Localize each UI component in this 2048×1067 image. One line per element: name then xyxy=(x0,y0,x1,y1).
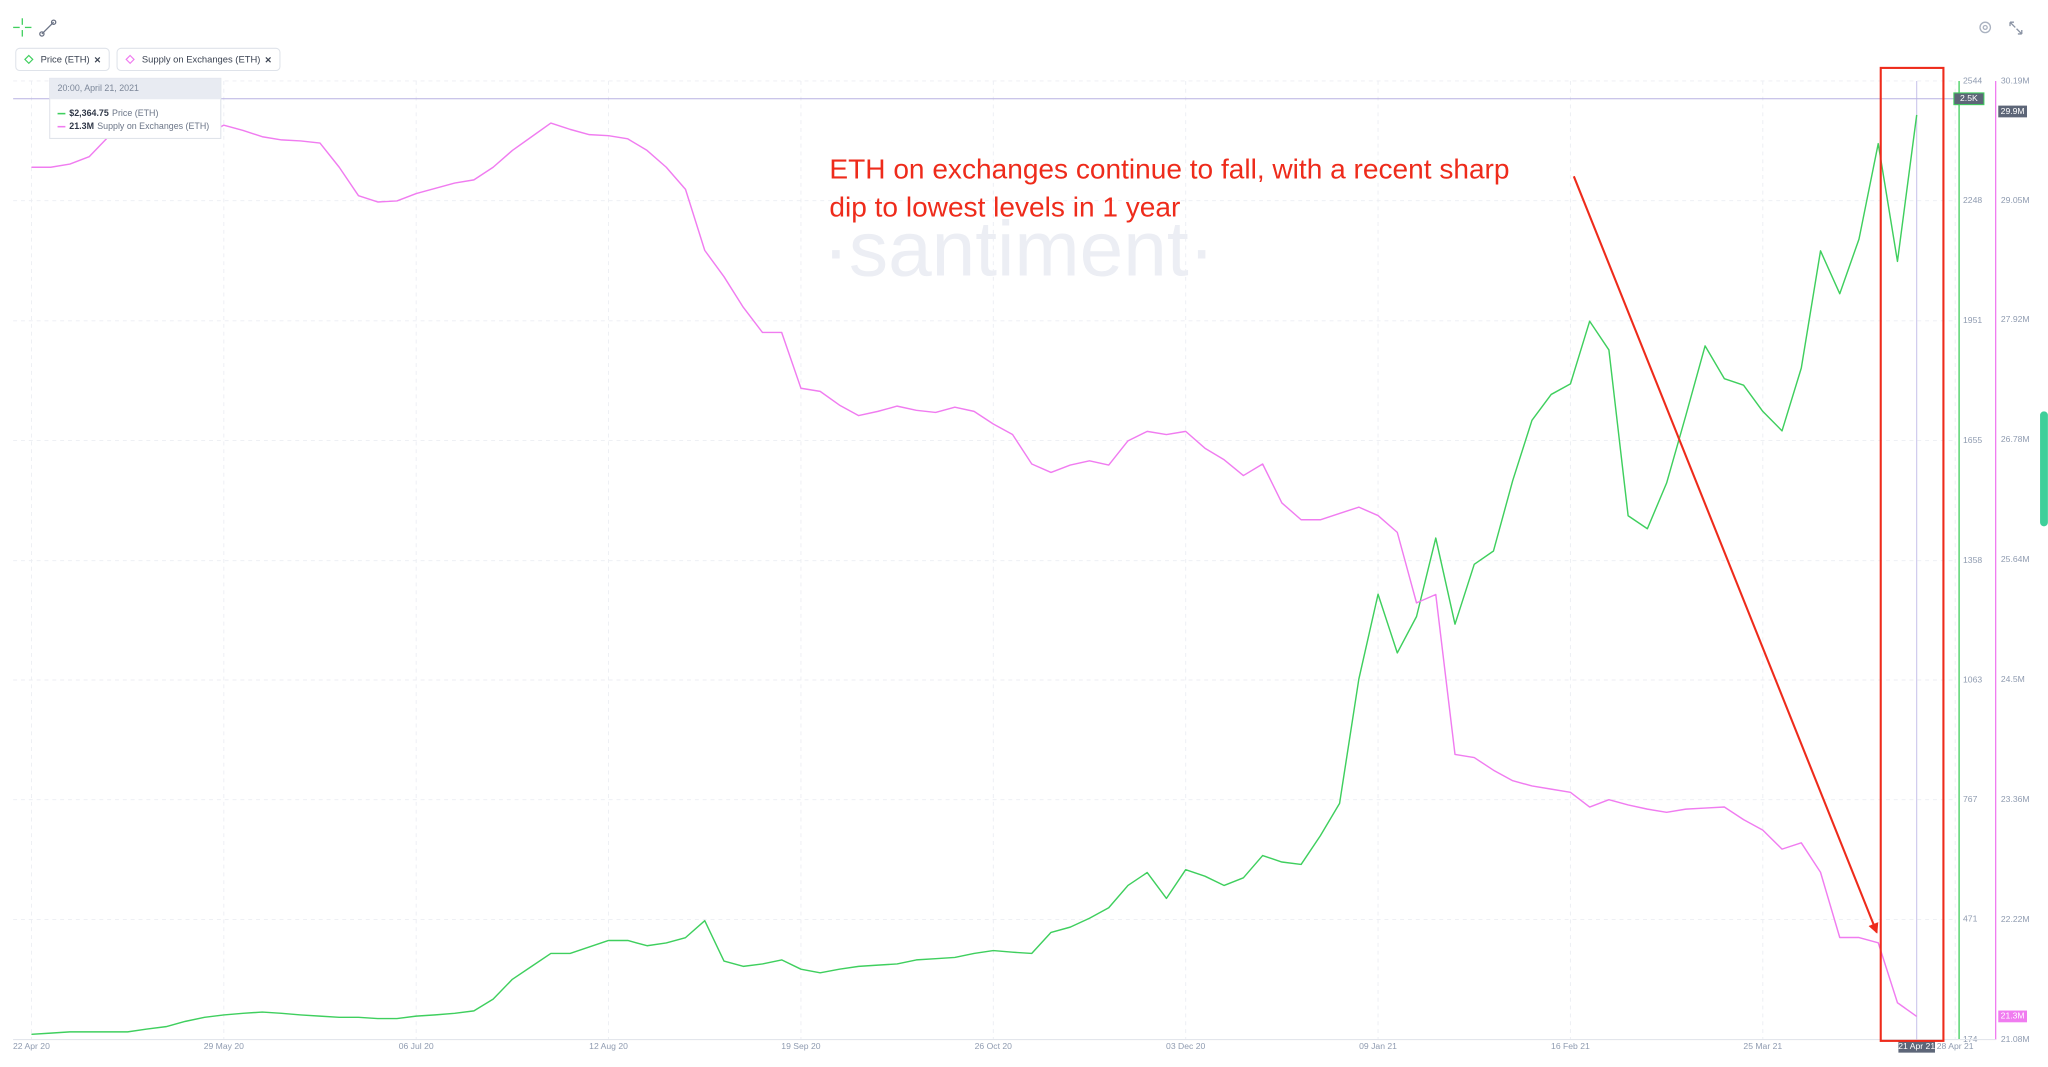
legend-label: Price (ETH) xyxy=(41,53,90,64)
legend-remove[interactable] xyxy=(94,57,101,63)
crosshair-tag-label: 29.9M xyxy=(2001,106,2025,116)
y-tick-label: 2248 xyxy=(1963,195,1982,205)
x-tick-label: 09 Jan 21 xyxy=(1359,1041,1397,1051)
series-line xyxy=(31,114,1918,1036)
annotation: ETH on exchanges continue to fall, with … xyxy=(829,154,1509,185)
y2-tick-label: 22.22M xyxy=(2001,914,2030,924)
crosshair-tool[interactable] xyxy=(13,18,32,37)
x-tick-label: 22 Apr 20 xyxy=(13,1041,50,1051)
y2-tick-label: 29.05M xyxy=(2001,195,2030,205)
y2-tick-label: 21.08M xyxy=(2001,1034,2030,1044)
plot-area: 2544 2248 1951 1655 1358 1063 767 471 174 30.19M 2… xyxy=(13,75,2030,1053)
crosshair-tag xyxy=(1998,105,2028,118)
x-tick-label: 29 May 20 xyxy=(204,1041,244,1051)
y2-tick-label: 25.64M xyxy=(2001,554,2030,564)
settings-button[interactable] xyxy=(1979,21,1992,34)
y2-tick-label: 26.78M xyxy=(2001,434,2030,444)
last-value-tag-label: 21.3M xyxy=(2001,1011,2025,1021)
annotation-arrow xyxy=(1572,175,1879,934)
crosshair-tag xyxy=(1953,92,1985,106)
legend-item[interactable]: Supply on Exchanges (ETH) xyxy=(116,47,281,72)
x-tick-label: 28 Apr 21 xyxy=(1937,1041,1974,1051)
legend-chip xyxy=(116,47,281,72)
series-line xyxy=(31,122,1918,1018)
x-tick-label: 16 Feb 21 xyxy=(1551,1041,1590,1051)
line-tool[interactable] xyxy=(39,19,57,37)
tooltip: 20:00, April 21, 2021 $2,364.75 Price (E… xyxy=(49,77,222,139)
tooltip-value: $2,364.75 xyxy=(69,108,109,118)
legend: Price (ETH) Supply on Exchanges (ETH) xyxy=(15,47,281,72)
highlight-box xyxy=(1879,66,1945,1042)
y-tick-label: 767 xyxy=(1963,794,1978,804)
y-tick-label: 471 xyxy=(1963,914,1978,924)
tooltip-time: 20:00, April 21, 2021 xyxy=(58,83,139,93)
x-crosshair-tag xyxy=(1898,1040,1935,1053)
x-tick-label: 03 Dec 20 xyxy=(1166,1041,1205,1051)
crosshair-tag-label: 2.5K xyxy=(1960,93,1978,103)
legend-chip xyxy=(15,47,110,72)
scrollbar[interactable] xyxy=(2040,411,2048,527)
tooltip-header xyxy=(49,78,221,100)
x-tick-label: 21 Apr 21 xyxy=(1898,1041,1935,1051)
y-tick-label: 2544 xyxy=(1963,75,1982,85)
annotation: dip to lowest levels in 1 year xyxy=(829,191,1180,222)
tooltip-series-name: Price (ETH) xyxy=(112,108,158,118)
y-tick-label: 1655 xyxy=(1963,435,1982,445)
y2-tick-label: 27.92M xyxy=(2001,314,2030,324)
y-tick-label: 1951 xyxy=(1963,315,1982,325)
x-tick-label: 12 Aug 20 xyxy=(589,1041,628,1051)
y-tick-label: 1063 xyxy=(1963,674,1982,684)
y-tick-label: 174 xyxy=(1963,1034,1978,1044)
y2-tick-label: 23.36M xyxy=(2001,794,2030,804)
x-tick-label: 19 Sep 20 xyxy=(781,1041,820,1051)
legend-icon xyxy=(125,54,135,65)
x-tick-label: 26 Oct 20 xyxy=(975,1041,1013,1051)
legend-label: Supply on Exchanges (ETH) xyxy=(142,53,260,64)
fullscreen-button[interactable] xyxy=(2009,21,2023,35)
y-tick-label: 1358 xyxy=(1963,555,1982,565)
tooltip-series-name: Supply on Exchanges (ETH) xyxy=(97,121,209,131)
y2-tick-label: 30.19M xyxy=(2001,75,2030,85)
x-tick-label: 06 Jul 20 xyxy=(399,1041,434,1051)
last-value-tag xyxy=(1998,1010,2028,1023)
x-tick-label: 25 Mar 21 xyxy=(1743,1041,1782,1051)
legend-item[interactable]: Price (ETH) xyxy=(15,47,110,72)
legend-icon xyxy=(24,54,34,65)
tooltip-value: 21.3M xyxy=(69,121,94,131)
y2-tick-label: 24.5M xyxy=(2001,674,2025,684)
watermark: ·santiment· xyxy=(823,204,1215,292)
legend-remove[interactable] xyxy=(265,57,271,63)
